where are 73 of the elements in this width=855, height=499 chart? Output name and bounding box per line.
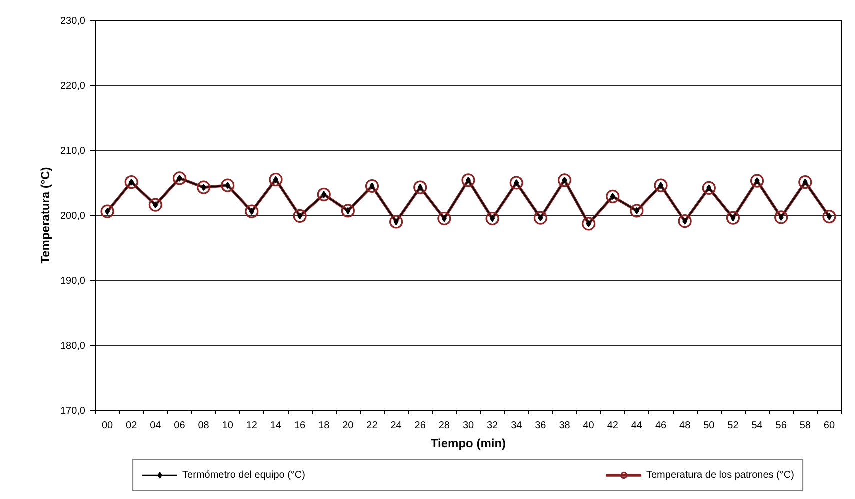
x-tick-label: 56: [776, 420, 788, 432]
point: [365, 179, 380, 194]
x-tick-label: 40: [583, 420, 595, 432]
y-tick-label: 230,0: [60, 16, 86, 27]
x-tick-label: 48: [680, 420, 692, 432]
point: [702, 181, 716, 195]
x-tick-label: 34: [511, 420, 523, 432]
point: [317, 188, 331, 202]
x-tick-label: 42: [607, 420, 619, 432]
point: [582, 217, 596, 231]
point: [293, 209, 307, 223]
point: [414, 180, 428, 194]
x-tick-label: 02: [126, 420, 138, 432]
x-tick-label: 36: [535, 420, 547, 432]
x-tick-label: 06: [174, 420, 186, 432]
point: [510, 176, 524, 190]
x-tick-label: 30: [462, 420, 474, 432]
point: [798, 176, 812, 190]
x-tick-label: 12: [246, 420, 258, 432]
x-tick-label: 26: [414, 420, 426, 432]
point: [750, 174, 764, 188]
point: [390, 215, 404, 229]
y-tick-label: 190,0: [60, 276, 86, 287]
x-tick-label: 46: [655, 420, 668, 432]
point: [774, 210, 788, 224]
point: [462, 174, 476, 188]
point: [486, 212, 500, 226]
x-tick-label: 54: [752, 420, 764, 432]
x-tick-label: 04: [150, 420, 162, 432]
legend-label: Temperatura de los patrones (°C): [646, 470, 794, 480]
point: [245, 204, 259, 218]
x-tick-label: 08: [198, 420, 210, 432]
y-tick-label: 210,0: [60, 146, 86, 157]
y-axis-title: Temperatura (°C): [38, 167, 52, 264]
legend-label: Termómetro del equipo (°C): [182, 470, 306, 480]
point: [606, 190, 620, 204]
x-tick-label: 50: [704, 420, 716, 432]
y-tick-label: 180,0: [60, 341, 86, 352]
x-tick-label: 18: [318, 420, 330, 432]
x-tick-label: 38: [559, 420, 571, 432]
x-tick-label: 00: [102, 420, 114, 432]
y-tick-label: 200,0: [60, 211, 86, 222]
point: [438, 212, 452, 226]
y-tick-label: 170,0: [60, 406, 86, 417]
x-tick-label: 32: [487, 420, 499, 432]
x-tick-label: 22: [366, 420, 378, 432]
point: [196, 180, 211, 194]
point: [822, 210, 836, 224]
x-tick-label: 20: [342, 420, 354, 432]
point: [269, 172, 283, 187]
x-tick-label: 10: [222, 420, 234, 432]
x-tick-label: 60: [824, 420, 836, 432]
point: [341, 204, 355, 218]
y-tick-label: 220,0: [60, 81, 86, 92]
x-tick-label: 44: [631, 420, 643, 432]
x-tick-label: 28: [438, 420, 450, 432]
x-tick-label: 24: [390, 420, 402, 432]
x-tick-label: 16: [294, 420, 306, 432]
point: [124, 176, 138, 190]
point: [630, 204, 644, 218]
point: [100, 204, 114, 218]
x-axis-title: Tiempo (min): [430, 436, 506, 450]
point: [534, 211, 548, 225]
point: [678, 214, 692, 228]
point: [221, 178, 235, 192]
x-tick-label: 58: [800, 420, 812, 432]
point: [726, 211, 740, 225]
point: [172, 172, 187, 186]
x-tick-label: 14: [270, 420, 282, 432]
point: [148, 198, 162, 212]
x-tick-label: 52: [728, 420, 740, 432]
point: [558, 174, 572, 188]
point: [654, 178, 668, 192]
